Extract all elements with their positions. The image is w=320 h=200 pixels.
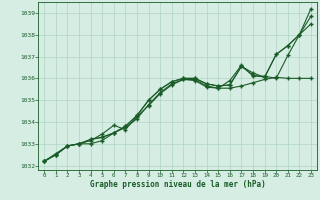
X-axis label: Graphe pression niveau de la mer (hPa): Graphe pression niveau de la mer (hPa) — [90, 180, 266, 189]
